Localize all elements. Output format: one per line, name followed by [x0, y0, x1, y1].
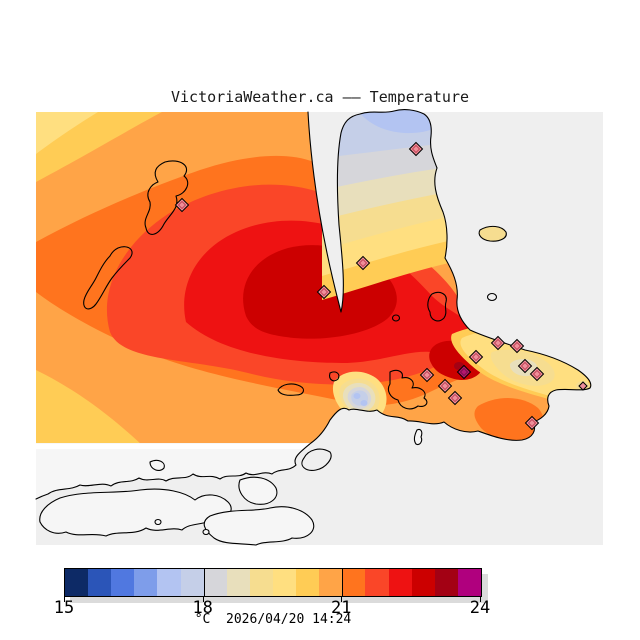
south-shore-land — [36, 443, 311, 499]
colorbar-segment-14 — [388, 569, 412, 596]
station-diamond — [468, 349, 484, 365]
station-diamond-hatch — [520, 361, 530, 371]
colorbar-segment-10 — [296, 569, 320, 596]
station-diamond-hatch — [527, 418, 537, 428]
colorbar-segment-1 — [88, 569, 112, 596]
harbour-17-0c — [353, 393, 361, 399]
page-title: VictoriaWeather.ca —— Temperature — [170, 88, 469, 106]
station-diamond-hatch — [459, 367, 469, 377]
station-diamond — [517, 358, 533, 374]
station-diamond-hatch — [512, 341, 522, 351]
colorbar-segment-8 — [249, 569, 273, 596]
colorbar-segment-3 — [134, 569, 158, 596]
station-diamond-hatch — [422, 370, 432, 380]
station-diamond — [174, 197, 190, 213]
james-island — [478, 225, 507, 242]
albert-head — [238, 476, 278, 505]
colorbar-segment-4 — [157, 569, 181, 596]
station-diamond — [408, 141, 424, 157]
sidney-islet — [486, 292, 498, 302]
colorbar-segment-15 — [411, 569, 435, 596]
station-diamond — [316, 284, 332, 300]
station-diamond-hatch — [493, 338, 503, 348]
station-diamond — [456, 364, 472, 380]
band-21-0c-se — [474, 397, 544, 441]
rocky-point — [39, 488, 232, 537]
william-head — [203, 506, 315, 546]
lake-sooke — [83, 246, 133, 310]
station-diamond-hatch — [358, 258, 368, 268]
station-diamond-hatch — [177, 200, 187, 210]
station-diamond — [578, 381, 588, 391]
esquimalt-lagoon — [277, 383, 305, 396]
station-diamond-hatch — [440, 381, 450, 391]
colorbar-segment-2 — [111, 569, 135, 596]
station-diamond — [490, 335, 506, 351]
royal-bay-loop — [301, 448, 332, 471]
islet-a — [154, 518, 162, 526]
lake-elk — [427, 291, 447, 322]
lake-thetis — [329, 371, 340, 382]
station-diamond — [355, 255, 371, 271]
colorbar-segment-13 — [365, 569, 389, 596]
colorbar-tickline — [203, 569, 205, 596]
colorbar-segment-17 — [457, 569, 481, 596]
colorbar-caption: °C 2026/04/20 14:24 — [194, 612, 352, 627]
colorbar-tickline — [342, 569, 344, 596]
station-diamond — [524, 415, 540, 431]
station-diamond-hatch — [471, 352, 481, 362]
colorbar-segment-6 — [203, 569, 227, 596]
lake-prospect — [391, 314, 401, 322]
station-diamond — [437, 378, 453, 394]
colorbar-segment-12 — [342, 569, 366, 596]
colorbar-segment-16 — [434, 569, 458, 596]
harbour-17-0c-b — [360, 400, 368, 406]
colorbar-segment-7 — [226, 569, 250, 596]
offshore-landmasses — [39, 225, 507, 546]
colorbar-segment-0 — [65, 569, 89, 596]
colorbar-segment-9 — [272, 569, 297, 596]
colorbar-segment-11 — [319, 569, 343, 596]
field-bottom-gap — [36, 443, 308, 450]
trial-island — [413, 428, 423, 445]
station-diamond — [419, 367, 435, 383]
main-coastline — [35, 109, 592, 500]
lake-shawnigan — [144, 160, 189, 235]
colorbar-segment-5 — [180, 569, 204, 596]
station-diamond — [509, 338, 525, 354]
band-corner-19-5c — [36, 112, 98, 154]
coastlines — [35, 109, 592, 500]
station-diamond-hatch — [411, 144, 421, 154]
station-diamond-hatch — [319, 287, 329, 297]
station-diamond — [529, 366, 545, 382]
station-diamond-hatch — [532, 369, 542, 379]
colorbar — [64, 568, 482, 597]
station-markers — [174, 141, 588, 431]
harbour-inlets — [387, 369, 428, 410]
islet-b — [202, 528, 210, 536]
station-diamond-hatch — [450, 393, 460, 403]
station-diamond — [447, 390, 463, 406]
cove-loop — [149, 459, 165, 471]
